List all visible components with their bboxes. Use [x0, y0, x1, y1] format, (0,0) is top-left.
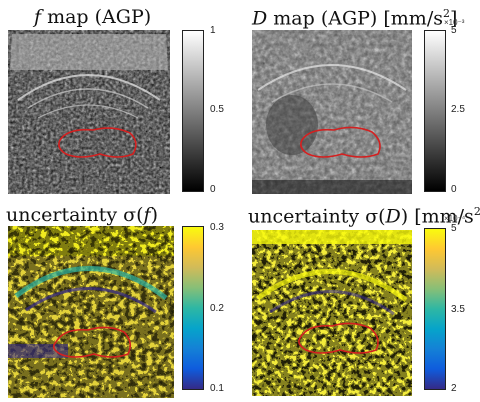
- sigma-d-title: uncertainty σ(D) [mm/s2]: [248, 205, 480, 228]
- f-map-tick-min: 0: [210, 184, 216, 195]
- d-map-exponent: ×10⁻³: [444, 18, 465, 27]
- sigma-f-roi: [52, 326, 132, 358]
- sigma-d-tick-min: 2: [451, 383, 457, 394]
- f-map-roi: [58, 127, 137, 158]
- d-map-roi: [300, 126, 381, 158]
- sigma-f-image: [8, 226, 174, 398]
- d-map-tick-mid: 2.5: [451, 104, 465, 115]
- sigma-f-tick-max: 0.3: [210, 222, 224, 233]
- sigma-d-tick-mid: 3.5: [451, 304, 465, 315]
- sigma-d-tick-max: 5: [451, 223, 457, 234]
- sigma-f-tick-mid: 0.2: [210, 303, 224, 314]
- f-map-colorbar: [182, 30, 204, 192]
- f-map-tick-max: 1: [210, 25, 216, 36]
- d-map-tick-max: 5: [451, 25, 457, 36]
- sigma-f-tick-min: 0.1: [210, 383, 224, 394]
- f-map-title: f map (AGP): [34, 6, 152, 28]
- f-map-tick-mid: 0.5: [210, 104, 224, 115]
- f-map-image: [8, 30, 170, 194]
- d-map-title: D map (AGP) [mm/s2]: [252, 7, 458, 30]
- sigma-d-roi: [298, 322, 379, 354]
- sigma-d-exponent: ×10⁻⁴: [444, 214, 466, 223]
- sigma-d-image: [252, 230, 412, 396]
- sigma-f-title: uncertainty σ(f): [6, 204, 158, 226]
- sigma-d-colorbar: [424, 228, 446, 390]
- sigma-f-colorbar: [182, 226, 204, 390]
- d-map-colorbar: [424, 30, 446, 192]
- d-map-tick-min: 0: [451, 184, 457, 195]
- d-map-image: [252, 30, 412, 194]
